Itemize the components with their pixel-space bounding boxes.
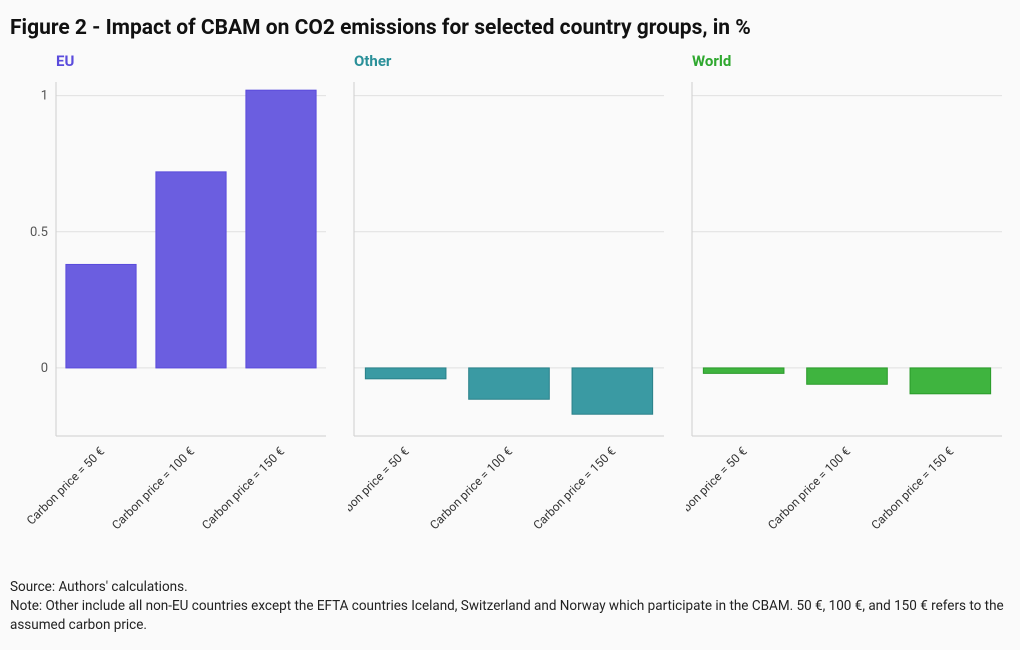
x-category-label: Carbon price = 150 €	[530, 444, 618, 532]
panel-eu: EU 00.51Carbon price = 50 €Carbon price …	[10, 52, 332, 570]
panel-world-svg: Carbon price = 50 €Carbon price = 100 €C…	[686, 76, 1008, 566]
y-tick-label: 0	[41, 361, 48, 376]
bar	[572, 368, 653, 414]
x-category-label: Carbon price = 150 €	[199, 444, 287, 532]
figure-note: Note: Other include all non-EU countries…	[10, 597, 1010, 635]
panel-other-title: Other	[354, 52, 670, 70]
panel-world: World Carbon price = 50 €Carbon price = …	[686, 52, 1008, 570]
x-category-label: Carbon price = 50 €	[686, 444, 750, 527]
panel-other-svg: Carbon price = 50 €Carbon price = 100 €C…	[348, 76, 670, 566]
bar	[365, 368, 446, 379]
bar	[156, 172, 226, 368]
bar	[66, 264, 136, 367]
bar	[807, 368, 888, 384]
panel-world-title: World	[692, 52, 1008, 70]
panel-eu-title: EU	[56, 52, 332, 70]
figure-source: Source: Authors' calculations.	[10, 578, 1010, 597]
x-category-label: Carbon price = 100 €	[765, 444, 853, 532]
bar	[910, 368, 991, 394]
figure-source-note: Source: Authors' calculations. Note: Oth…	[10, 578, 1010, 635]
x-category-label: Carbon price = 150 €	[868, 444, 956, 532]
chart-panels: EU 00.51Carbon price = 50 €Carbon price …	[10, 52, 1008, 570]
panel-eu-svg: 00.51Carbon price = 50 €Carbon price = 1…	[10, 76, 332, 566]
y-tick-label: 0.5	[30, 225, 48, 240]
bar	[246, 90, 316, 368]
panel-other: Other Carbon price = 50 €Carbon price = …	[348, 52, 670, 570]
x-category-label: Carbon price = 100 €	[427, 444, 515, 532]
bar	[469, 368, 550, 399]
x-category-label: Carbon price = 50 €	[348, 444, 412, 527]
figure-container: Figure 2 - Impact of CBAM on CO2 emissio…	[0, 0, 1020, 650]
bar	[703, 368, 784, 373]
x-category-label: Carbon price = 100 €	[109, 444, 197, 532]
y-tick-label: 1	[41, 89, 48, 104]
figure-title: Figure 2 - Impact of CBAM on CO2 emissio…	[10, 16, 1010, 40]
x-category-label: Carbon price = 50 €	[24, 444, 107, 527]
